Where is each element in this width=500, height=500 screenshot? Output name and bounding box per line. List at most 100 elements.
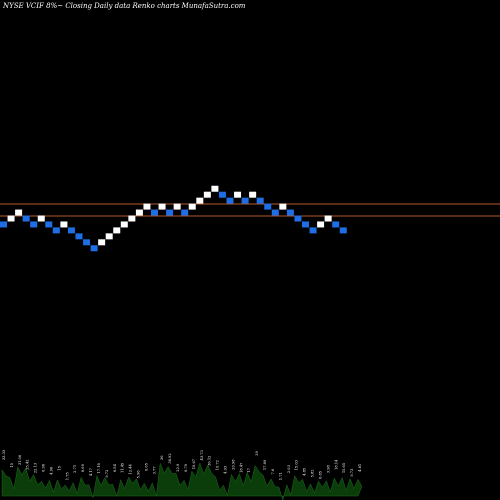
volume-label: 6.96 <box>42 463 46 472</box>
renko-brick-down <box>67 227 75 234</box>
volume-label: 39 <box>255 450 259 455</box>
renko-brick-down <box>256 197 264 204</box>
volume-label: 17 <box>247 467 251 472</box>
renko-brick-up <box>15 209 23 216</box>
reference-lines <box>0 203 500 217</box>
renko-brick-up <box>279 203 287 210</box>
renko-brick-down <box>302 221 309 228</box>
volume-label: 36.12 <box>208 456 212 466</box>
volume-label: 9.72 <box>105 470 109 478</box>
volume-label: 6.65 <box>144 462 148 471</box>
renko-brick-up <box>211 185 219 192</box>
volume-label: 20.98 <box>231 459 235 470</box>
volume-label: 2.71 <box>73 465 77 473</box>
volume-label: 19.67 <box>192 458 196 469</box>
volume-label: 36 <box>160 455 164 460</box>
renko-brick-down <box>226 197 234 204</box>
volume-label: 22.9 <box>176 463 180 472</box>
volume-label: 4.85 <box>303 467 307 476</box>
volume-label: 33.33 <box>2 449 6 460</box>
renko-brick-down <box>241 197 249 204</box>
renko-brick-down <box>151 209 158 216</box>
renko-brick-down <box>339 227 347 234</box>
renko-brick-up <box>324 215 332 222</box>
renko-brick-down <box>332 221 340 228</box>
renko-brick-up <box>317 221 325 228</box>
renko-brick-down <box>22 215 30 222</box>
volume-label: 31.06 <box>18 454 22 465</box>
volume-label: 3.77 <box>152 466 156 475</box>
volume-label: 15.65 <box>342 462 346 473</box>
renko-brick-down <box>52 227 60 234</box>
volume-label: 4.17 <box>89 467 93 476</box>
renko-brick-up <box>249 191 257 198</box>
renko-brick-down <box>218 191 226 198</box>
renko-brick-up <box>37 215 45 222</box>
renko-brick-up <box>143 203 151 210</box>
volume-label: 5.96 <box>137 470 141 479</box>
renko-brick-up <box>158 203 166 210</box>
volume-label: 7.6 <box>271 468 275 474</box>
renko-brick-down <box>75 233 83 240</box>
volume-label: 4.81 <box>358 464 362 472</box>
volume-label: 15 <box>57 465 61 470</box>
renko-brick-down <box>181 209 189 216</box>
chart-title: NYSE VCIF 8%~ Closing Daily data Renko c… <box>2 2 246 10</box>
renko-brick-down <box>83 239 91 246</box>
volume-profile <box>1 462 363 500</box>
volume-label: 10.72 <box>216 460 220 470</box>
volume-label: 25.42 <box>26 459 30 469</box>
renko-brick-down <box>264 203 272 210</box>
volume-label: 9.73 <box>350 468 354 477</box>
renko-brick-down <box>166 209 174 216</box>
renko-brick-up <box>234 191 242 198</box>
renko-brick-up <box>135 209 143 216</box>
volume-label: 4.96 <box>50 466 54 475</box>
volume-label: 2.03 <box>287 464 291 473</box>
volume-label: 5.82 <box>311 469 315 477</box>
volume-label: 6.85 <box>318 470 322 479</box>
volume-label: 15.03 <box>295 459 299 470</box>
volume-label: 4.93 <box>224 465 228 474</box>
volume-label: 8.69 <box>81 463 85 472</box>
renko-brick-down <box>286 209 294 216</box>
renko-brick-up <box>120 221 128 228</box>
renko-brick-down <box>45 221 53 228</box>
volume-label: 6.54 <box>113 463 117 472</box>
volume-label: 6.79 <box>184 463 188 472</box>
volume-label: 1.71 <box>279 472 283 480</box>
renko-brick-up <box>173 203 181 210</box>
renko-brick-up <box>196 197 204 204</box>
volume-label: 15 <box>10 462 14 467</box>
volume-label: 3.98 <box>326 464 330 473</box>
volume-area <box>1 462 363 500</box>
renko-brick-up <box>105 233 113 240</box>
volume-label: 38.92 <box>168 453 172 463</box>
renko-brick-up <box>7 215 15 222</box>
volume-label: 18.47 <box>239 462 243 473</box>
volume-label: 17.18 <box>97 462 101 473</box>
renko-bricks <box>0 185 347 252</box>
volume-label: 18.14 <box>334 459 338 470</box>
volume-label: 1.75 <box>65 471 69 480</box>
renko-brick-down <box>90 245 98 252</box>
renko-brick-up <box>98 239 106 246</box>
renko-brick-up <box>188 203 196 210</box>
renko-brick-down <box>271 209 279 216</box>
renko-brick-up <box>113 227 121 234</box>
renko-brick-up <box>203 191 211 198</box>
renko-brick-down <box>0 221 7 228</box>
volume-label: 22.13 <box>34 462 38 473</box>
renko-brick-down <box>30 221 38 228</box>
renko-brick-down <box>309 227 317 234</box>
volume-label: 43.73 <box>200 449 204 460</box>
renko-brick-down <box>294 215 302 222</box>
renko-brick-up <box>60 221 68 228</box>
volume-label: 11.45 <box>121 462 125 473</box>
volume-label: 12.44 <box>129 464 133 475</box>
volume-label: 17.89 <box>263 459 267 470</box>
renko-brick-up <box>128 215 136 222</box>
